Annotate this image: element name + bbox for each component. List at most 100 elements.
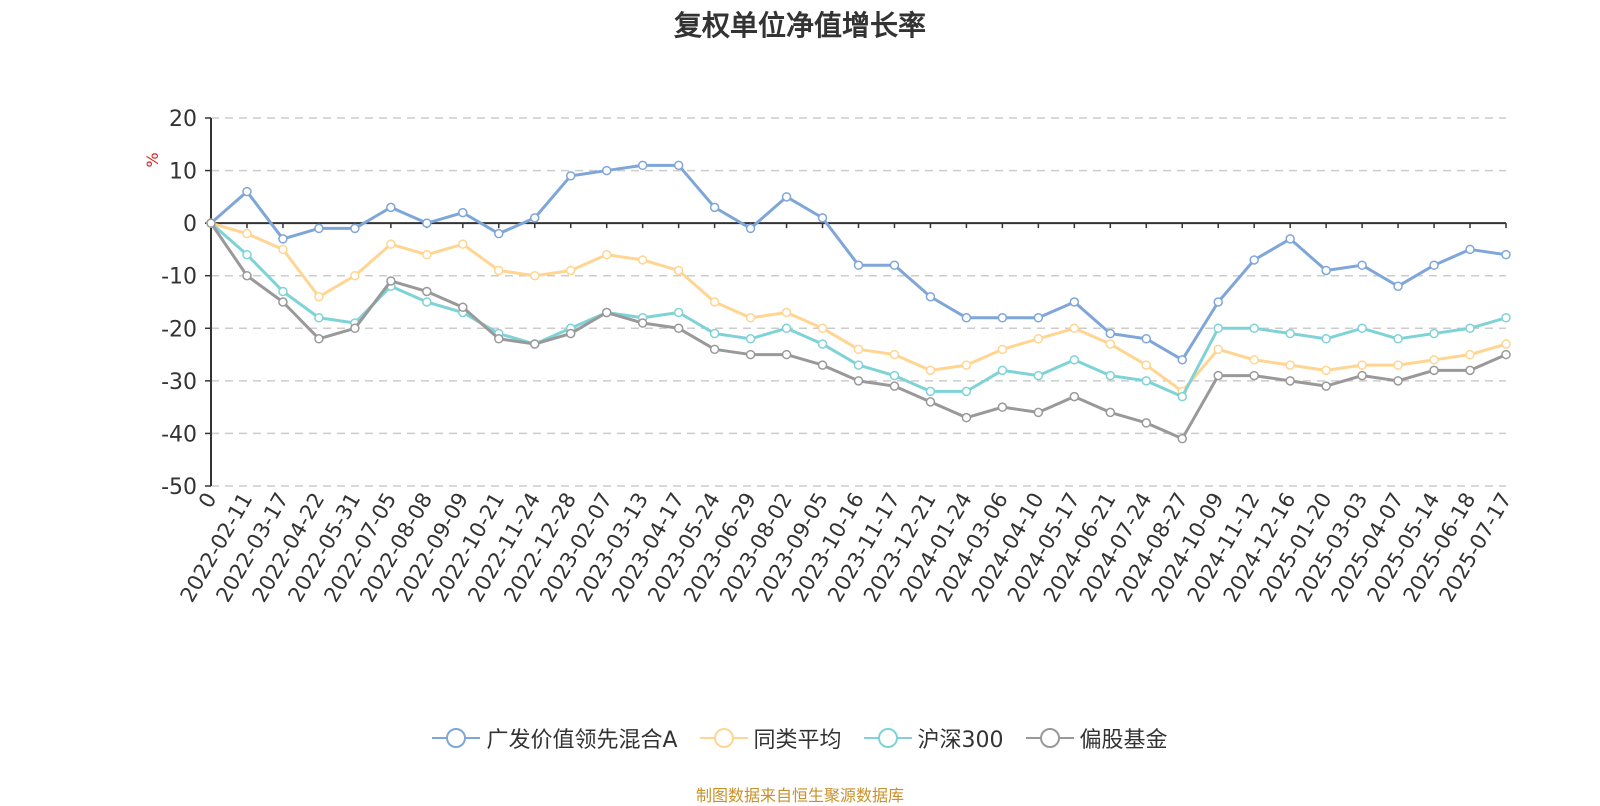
data-point: [1069, 323, 1080, 334]
data-point: [1357, 323, 1367, 334]
data-point: [494, 228, 504, 239]
data-point: [1249, 370, 1259, 381]
data-point: [601, 307, 612, 318]
data-point: [961, 360, 972, 370]
data-point: [1429, 260, 1439, 270]
data-point: [817, 339, 828, 349]
data-point: [601, 165, 612, 176]
data-point: [530, 339, 540, 349]
data-point: [458, 239, 468, 249]
data-point: [1501, 249, 1511, 260]
source-note: 制图数据来自恒生聚源数据库: [695, 786, 904, 805]
x-tick-labels: 02022-02-112022-03-172022-04-222022-05-3…: [175, 488, 1516, 606]
data-point: [1069, 297, 1080, 307]
data-point: [853, 376, 864, 386]
data-point: [1321, 334, 1331, 344]
data-point: [1429, 328, 1439, 339]
data-point: [1105, 370, 1116, 381]
legend-marker-icon: [863, 728, 912, 748]
data-point: [1105, 407, 1116, 418]
data-point: [1285, 360, 1295, 370]
data-point: [1213, 370, 1223, 381]
legend-item[interactable]: 广发价值领先混合A: [432, 722, 678, 754]
data-point: [1105, 328, 1116, 339]
data-point: [961, 313, 972, 323]
data-point: [997, 402, 1008, 412]
data-point: [386, 239, 396, 249]
data-point: [1501, 349, 1511, 360]
data-point: [1249, 323, 1259, 334]
data-point: [745, 334, 756, 344]
legend-marker-icon: [699, 728, 748, 748]
data-point: [422, 286, 432, 297]
data-point: [1213, 323, 1223, 334]
data-point: [1321, 381, 1331, 391]
data-point: [889, 370, 900, 381]
data-point: [314, 223, 324, 234]
data-point: [709, 328, 720, 339]
data-point: [673, 265, 684, 276]
y-tick-label: -40: [161, 422, 197, 447]
data-point: [494, 334, 504, 344]
data-point: [781, 323, 792, 334]
series-line: [209, 222, 1507, 441]
data-point: [781, 349, 792, 360]
data-point: [1501, 313, 1511, 323]
data-point: [673, 160, 684, 171]
data-point: [565, 265, 576, 276]
data-point: [1357, 260, 1367, 270]
data-point: [1429, 365, 1439, 376]
data-point: [458, 207, 468, 218]
data-point: [817, 323, 828, 334]
y-tick-label: -10: [161, 265, 197, 290]
data-point: [565, 328, 576, 339]
data-point: [637, 255, 648, 265]
data-point: [314, 334, 324, 344]
data-point: [673, 307, 684, 318]
data-point: [781, 192, 792, 202]
data-point: [1177, 355, 1187, 365]
data-point: [925, 397, 936, 407]
data-point: [1249, 355, 1259, 365]
data-point: [745, 223, 756, 234]
legend-item[interactable]: 同类平均: [699, 722, 842, 754]
data-point: [1141, 418, 1152, 428]
data-point: [1177, 391, 1187, 402]
data-point: [889, 260, 900, 270]
data-point: [1249, 255, 1259, 265]
data-point: [745, 313, 756, 323]
data-point: [1105, 339, 1116, 349]
data-point: [709, 202, 720, 213]
data-point: [1285, 376, 1295, 386]
data-point: [278, 297, 288, 307]
legend: 广发价值领先混合A 同类平均 沪深300 偏股基金: [0, 722, 1600, 754]
y-tick-label: -30: [161, 370, 197, 395]
data-point: [961, 386, 972, 397]
data-point: [1033, 370, 1044, 381]
data-point: [1393, 281, 1403, 291]
data-point: [1465, 349, 1475, 360]
data-point: [422, 218, 432, 228]
legend-marker-icon: [1025, 728, 1074, 748]
data-point: [1285, 234, 1295, 244]
data-point: [1321, 265, 1331, 276]
data-point: [1357, 370, 1367, 381]
data-point: [853, 360, 864, 370]
data-point: [781, 307, 792, 318]
data-point: [1357, 360, 1367, 370]
data-point: [997, 344, 1008, 355]
legend-marker-icon: [432, 728, 481, 748]
legend-item[interactable]: 沪深300: [863, 722, 1004, 754]
data-point: [386, 276, 396, 286]
data-point: [386, 202, 396, 213]
data-point: [422, 249, 432, 260]
data-point: [853, 260, 864, 270]
x-tick-label: 0: [194, 489, 221, 513]
data-point: [350, 323, 360, 334]
data-point: [709, 344, 720, 355]
data-point: [278, 286, 288, 297]
y-tick-label: -20: [161, 317, 197, 342]
data-point: [601, 249, 612, 260]
legend-item[interactable]: 偏股基金: [1025, 722, 1168, 754]
